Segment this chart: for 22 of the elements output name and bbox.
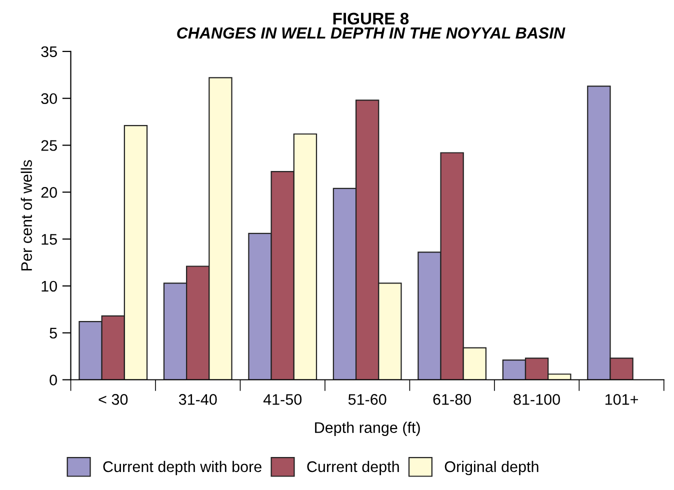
y-tick-label: 25 [41, 140, 57, 151]
x-tick-label: 41-50 [263, 394, 302, 405]
x-tick-label: 31-40 [178, 394, 217, 405]
x-tick-label: 81-100 [514, 394, 560, 405]
y-tick-label: 35 [41, 46, 57, 58]
x-tick-label: < 30 [98, 394, 128, 405]
y-axis-title: Per cent of wells [20, 160, 32, 270]
legend-label: Current depth with bore [103, 460, 262, 476]
x-tick-label: 101+ [605, 394, 638, 405]
y-tick-label: 10 [42, 280, 57, 292]
y-tick-label: 30 [41, 93, 57, 104]
x-axis-title: Depth range (ft) [315, 422, 420, 436]
chart-title: FIGURE 8 [333, 12, 409, 24]
y-tick-label: 0 [50, 374, 57, 386]
y-tick-label: 5 [50, 328, 57, 339]
legend-label: Current depth [307, 460, 399, 476]
y-tick-label: 20 [41, 187, 57, 198]
y-tick-label: 15 [42, 234, 57, 245]
x-tick-label: 61-80 [433, 394, 472, 405]
chart-subtitle: CHANGES IN WELL DEPTH IN THE NOYYAL BASIN [177, 27, 566, 39]
x-tick-label: 51-60 [348, 394, 386, 405]
legend-label: Original depth [444, 460, 538, 476]
